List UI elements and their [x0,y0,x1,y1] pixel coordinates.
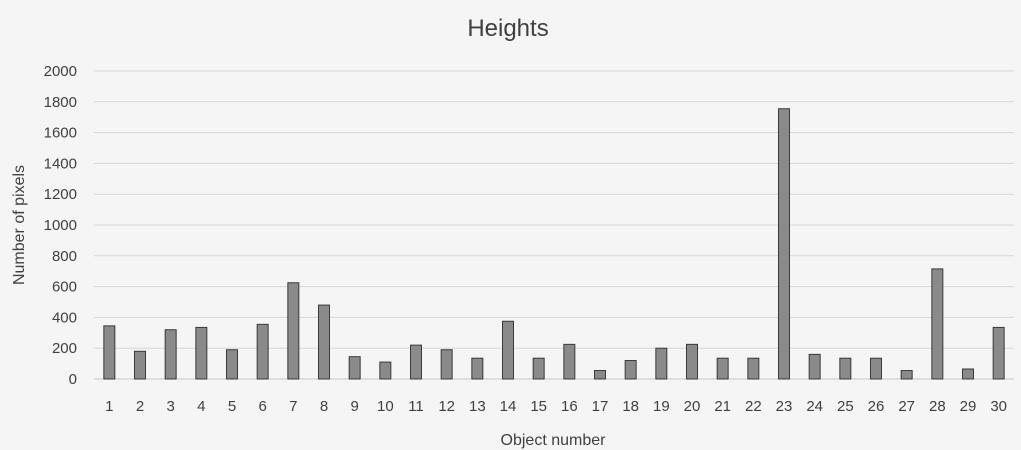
x-tick-label: 11 [408,398,424,415]
y-tick-label: 0 [69,371,77,388]
bar-23 [778,108,790,380]
x-tick-label: 10 [377,398,394,415]
y-tick-label: 1200 [44,186,77,203]
x-tick-label: 28 [929,398,946,415]
gridlines [94,70,1014,380]
x-tick-label: 5 [228,398,236,415]
x-tick-label: 17 [592,398,609,415]
y-tick-label: 1000 [44,217,77,234]
bar-3 [164,329,177,380]
x-tick-label: 21 [714,398,731,415]
bar-29 [962,368,974,380]
x-tick-label: 9 [350,398,358,415]
y-axis-ticks: 0 200 400 600 800 1000 1200 1400 1600 1800 2000 [44,63,77,388]
y-tick-label: 1800 [44,94,77,111]
bar-16 [563,343,576,380]
bar-9 [348,356,361,380]
bar-10 [379,361,392,380]
y-tick-label: 800 [52,248,77,265]
y-tick-label: 1400 [44,155,77,172]
bar-30 [992,326,1005,380]
x-tick-label: 23 [776,398,793,415]
bar-21 [716,357,729,380]
x-tick-label: 27 [898,398,915,415]
bar-25 [839,357,852,380]
bar-17 [594,370,606,380]
x-tick-label: 26 [868,398,885,415]
x-tick-label: 16 [561,398,578,415]
x-tick-label: 8 [320,398,328,415]
bars [103,108,1005,380]
bar-8 [318,304,330,380]
x-tick-label: 18 [622,398,639,415]
x-tick-label: 2 [136,398,144,415]
x-tick-label: 24 [806,398,823,415]
x-tick-label: 22 [745,398,762,415]
bar-7 [287,282,300,380]
y-tick-label: 600 [52,279,77,296]
x-tick-label: 20 [684,398,701,415]
bar-24 [808,353,821,380]
x-tick-label: 1 [105,398,113,415]
bar-13 [471,357,484,380]
bar-20 [686,343,698,380]
chart-title: Heights [467,15,548,42]
x-tick-label: 30 [990,398,1007,415]
bar-5 [226,349,238,380]
x-axis-ticks: 1 2 3 4 5 6 7 8 9 10 11 12 13 14 15 16 17 18 19 20 21 22 23 24 2… [105,398,1007,415]
bar-1 [103,325,116,380]
y-tick-label: 400 [52,309,77,326]
bar-4 [195,326,208,380]
x-tick-label: 15 [530,398,547,415]
x-tick-label: 6 [258,398,266,415]
bar-18 [624,360,637,380]
y-tick-label: 1600 [44,125,77,142]
x-tick-label: 13 [469,398,486,415]
x-tick-label: 25 [837,398,854,415]
bar-28 [931,268,944,380]
x-tick-label: 3 [166,398,174,415]
x-tick-label: 14 [500,398,517,415]
bar-11 [410,344,422,380]
y-tick-label: 200 [52,340,77,357]
x-tick-label: 7 [289,398,297,415]
x-tick-label: 4 [197,398,205,415]
bar-2 [134,350,146,380]
bar-19 [655,347,668,380]
bar-22 [747,357,760,380]
bar-26 [870,357,882,380]
y-axis-title: Number of pixels [11,165,28,285]
y-tick-label: 2000 [44,63,77,80]
bar-6 [256,323,269,380]
bar-12 [440,349,453,380]
x-tick-label: 12 [438,398,455,415]
x-tick-label: 19 [653,398,670,415]
bar-27 [900,370,913,380]
x-axis-title: Object number [501,432,607,449]
bar-14 [502,320,514,380]
x-tick-label: 29 [960,398,977,415]
bar-15 [532,357,545,380]
